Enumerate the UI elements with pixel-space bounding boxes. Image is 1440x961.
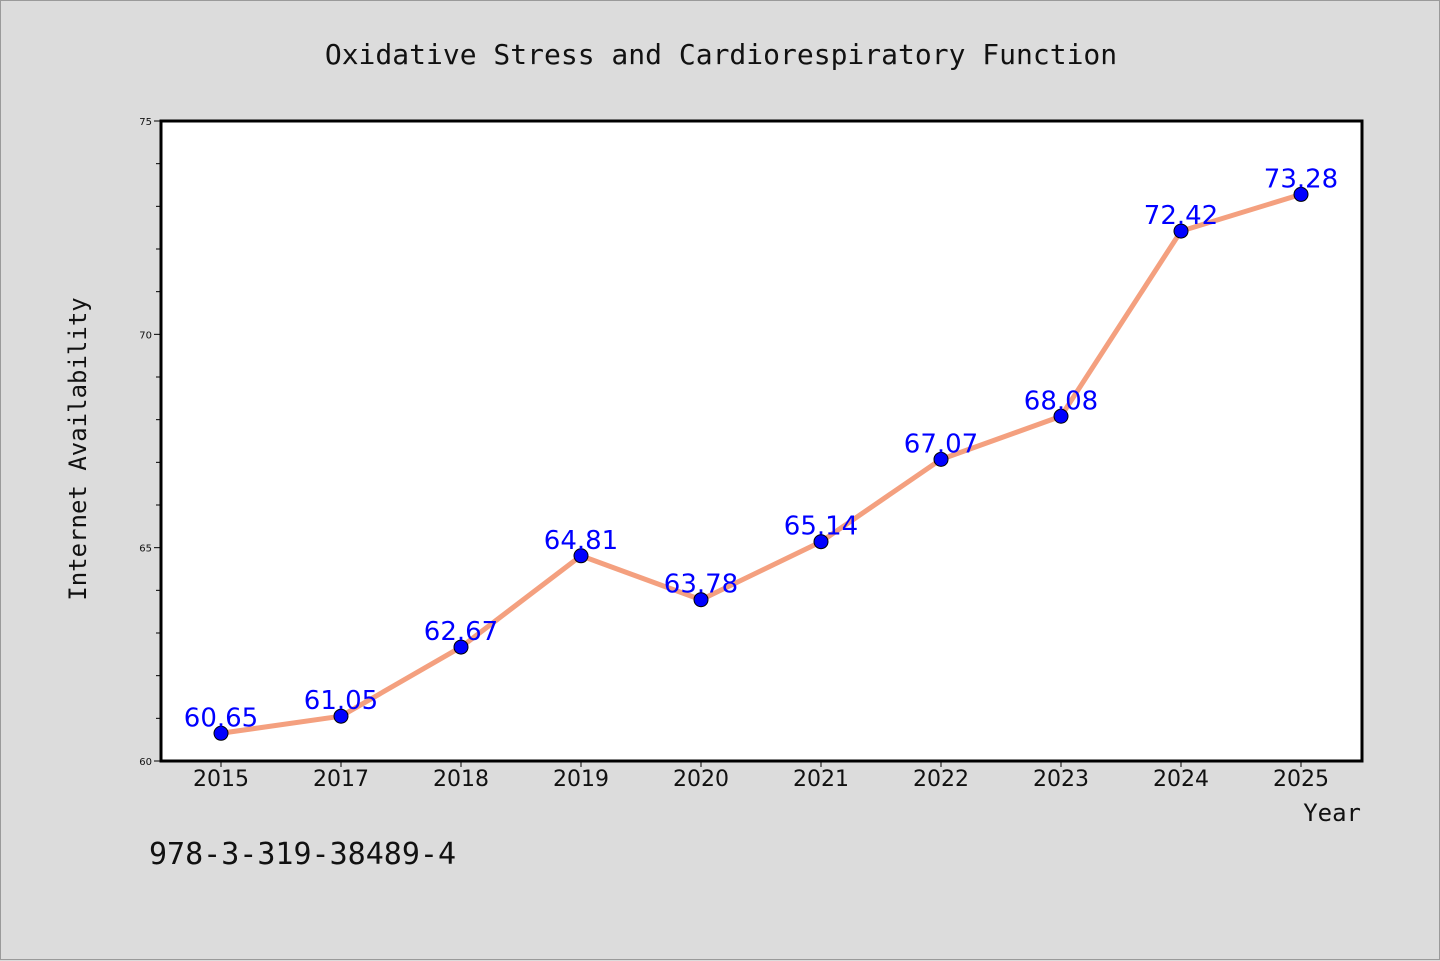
x-tick-label: 2025 [1273,767,1329,792]
x-tick-label: 2017 [313,767,369,792]
series-layer [213,186,1309,741]
x-tick-label: 2022 [913,767,969,792]
x-tick-label: 2021 [793,767,849,792]
data-labels: 60.65 61.05 62.67 64.81 63.78 65.14 67.07 68.08… [184,164,1338,733]
data-point [573,548,589,564]
footnote-isbn: 978-3-319-38489-4 [149,837,456,872]
x-tick-label: 2023 [1033,767,1089,792]
y-axis-label: Internet Availability [64,297,92,600]
data-label: 64.81 [544,526,618,556]
data-point [933,451,949,467]
data-point [1293,186,1309,202]
data-point [1173,223,1189,239]
x-tick-label: 2019 [553,767,609,792]
y-tick-label: 70 [139,330,152,341]
series-line [218,191,1304,736]
data-point [333,708,349,724]
chart-title: Oxidative Stress and Cardiorespiratory F… [325,38,1117,71]
x-tick-label: 2024 [1153,767,1209,792]
data-point [813,534,829,550]
data-label: 73.28 [1264,164,1338,194]
data-label: 61.05 [304,686,378,716]
data-point [453,639,469,655]
x-axis: 2015 2017 2018 2019 2020 2021 2022 2023 2024 2025 [193,761,1329,792]
x-tick-label: 2015 [193,767,249,792]
y-tick-label: 75 [139,117,152,128]
y-tick-label: 65 [139,544,152,555]
data-point [213,725,229,741]
y-axis: 60 65 70 75 [139,117,161,768]
data-label: 63.78 [664,570,738,600]
data-point [693,592,709,608]
x-tick-label: 2020 [673,767,729,792]
x-axis-label: Year [1303,799,1361,827]
data-label: 67.07 [904,429,978,459]
data-label: 62.67 [424,617,498,647]
plot-area [159,119,1364,763]
data-label: 65.14 [784,512,858,542]
data-point [1053,408,1069,424]
x-tick-label: 2018 [433,767,489,792]
data-label: 60.65 [184,703,258,733]
y-tick-label: 60 [139,757,152,768]
data-label: 68.08 [1024,386,1098,416]
data-label: 72.42 [1144,201,1218,231]
